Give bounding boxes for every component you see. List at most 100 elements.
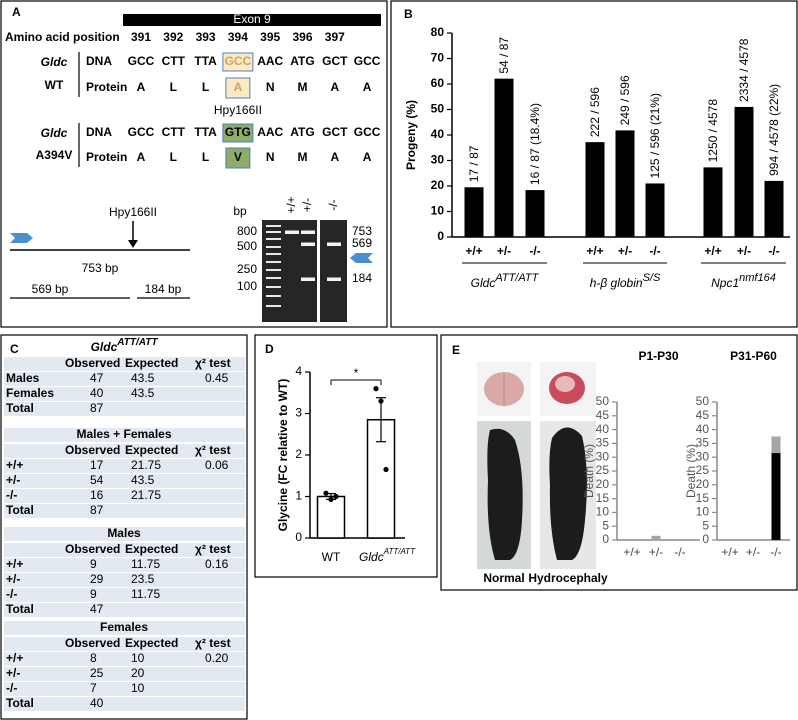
chart-title: P1-P30	[638, 349, 678, 363]
row-bg	[4, 652, 245, 666]
row-label: Total	[6, 503, 34, 517]
ladder-band	[266, 253, 281, 255]
panel-label: E	[452, 343, 460, 357]
gene-name: Gldc	[41, 126, 68, 140]
group-label-sup: S/S	[643, 272, 661, 284]
row-label: +/-	[6, 666, 20, 680]
mouse-hydrocephaly	[549, 427, 587, 560]
aa-position: 394	[228, 30, 248, 44]
bar	[525, 190, 545, 237]
codon: GCC	[128, 54, 155, 68]
cell: 8	[90, 651, 97, 665]
cell: 21.75	[131, 458, 161, 472]
y-tick-label: 20	[431, 178, 445, 192]
cell: 23.5	[131, 572, 155, 586]
panel-label: A	[12, 5, 21, 19]
aa-position: 392	[163, 30, 183, 44]
band-label: 753	[352, 224, 372, 238]
column-header: Observed	[65, 356, 120, 370]
codon: TTA	[194, 125, 217, 139]
row-bg	[4, 682, 245, 696]
highlight-box	[222, 123, 254, 143]
gel-band	[327, 277, 341, 281]
ladder-band	[266, 295, 281, 297]
ladder-band	[266, 246, 281, 248]
column-header: Observed	[65, 443, 120, 457]
y-tick-label: 30	[696, 449, 710, 463]
row-bg	[4, 621, 245, 635]
row-label: +/+	[6, 458, 23, 472]
y-tick-label: 60	[431, 76, 445, 90]
bar	[764, 180, 784, 237]
ladder-band	[266, 277, 281, 279]
bar	[494, 78, 514, 238]
position-label: Amino acid position	[5, 30, 120, 44]
panel-a-frame	[0, 0, 388, 328]
group-label: GldcATT/ATT	[471, 272, 540, 290]
lane-label: -/-	[326, 199, 340, 210]
lane-label: +/+	[284, 196, 298, 213]
y-axis-label: Progeny (%)	[404, 100, 418, 170]
y-tick-label: 5	[702, 518, 709, 532]
cell: 0.45	[205, 371, 229, 385]
x-tick-label: +/-	[649, 545, 663, 559]
y-tick-label: 45	[696, 408, 710, 422]
fragment-label: 569 bp	[32, 282, 69, 296]
panel-label: D	[265, 342, 274, 356]
ladder-band	[266, 238, 281, 240]
cell: 10	[131, 681, 145, 695]
cell: 54	[90, 473, 104, 487]
enzyme-label: Hpy166II	[214, 103, 262, 117]
gel	[320, 220, 347, 322]
group-label-sup: ATT/ATT	[494, 272, 539, 284]
lane-label: +/-	[300, 198, 314, 212]
codon: GCC	[354, 125, 381, 139]
row-bg	[4, 588, 245, 602]
x-tick-label: -/-	[649, 244, 660, 258]
section-title: Males + Females	[76, 427, 171, 441]
y-tick-label: 25	[696, 463, 710, 477]
y-tick-label: 80	[431, 25, 445, 39]
row-bg	[4, 603, 245, 617]
amino-acid: L	[170, 80, 177, 94]
row-label: Total	[6, 401, 34, 415]
column-header: Observed	[65, 636, 120, 650]
amino-acid: A	[234, 80, 243, 94]
cell: 21.75	[131, 488, 161, 502]
y-tick-label: 10	[431, 204, 445, 218]
cell: 9	[90, 557, 97, 571]
column-header: χ² test	[195, 356, 231, 370]
column-header: Expected	[125, 443, 178, 457]
x-tick-label: -/-	[768, 244, 779, 258]
group-label: h-β globinS/S	[590, 272, 661, 290]
codon: GCC	[225, 54, 252, 68]
primer	[350, 253, 373, 263]
column-header: Expected	[125, 356, 178, 370]
enzyme-label: Hpy166II	[109, 205, 157, 219]
data-point	[373, 386, 379, 392]
row-bg	[4, 543, 245, 557]
allele-name: A394V	[36, 148, 73, 162]
y-tick-label: 0	[702, 532, 709, 546]
cell: 87	[90, 503, 104, 517]
table-title-sup: ATT/ATT	[116, 337, 158, 348]
bar-segment	[771, 453, 781, 540]
y-tick-label: 70	[431, 51, 445, 65]
row-bg	[4, 527, 245, 541]
x-tick-label-sup: ATT/ATT	[383, 547, 416, 556]
cell: 43.5	[131, 473, 155, 487]
amino-acid: M	[298, 80, 308, 94]
codon: TTA	[194, 54, 217, 68]
row-bg	[4, 573, 245, 587]
cell: 43.5	[131, 371, 155, 385]
codon: GCC	[128, 125, 155, 139]
value-label: 222 / 596	[588, 87, 602, 137]
ladder-band	[266, 225, 281, 227]
y-tick-label: 50	[596, 394, 610, 408]
x-tick-label: +/+	[465, 244, 482, 258]
y-tick-label: 40	[431, 127, 445, 141]
gel-band	[327, 242, 341, 246]
value-label: 2334 / 4578	[737, 38, 751, 102]
row-label: -/-	[6, 587, 17, 601]
ladder-band	[266, 286, 281, 288]
